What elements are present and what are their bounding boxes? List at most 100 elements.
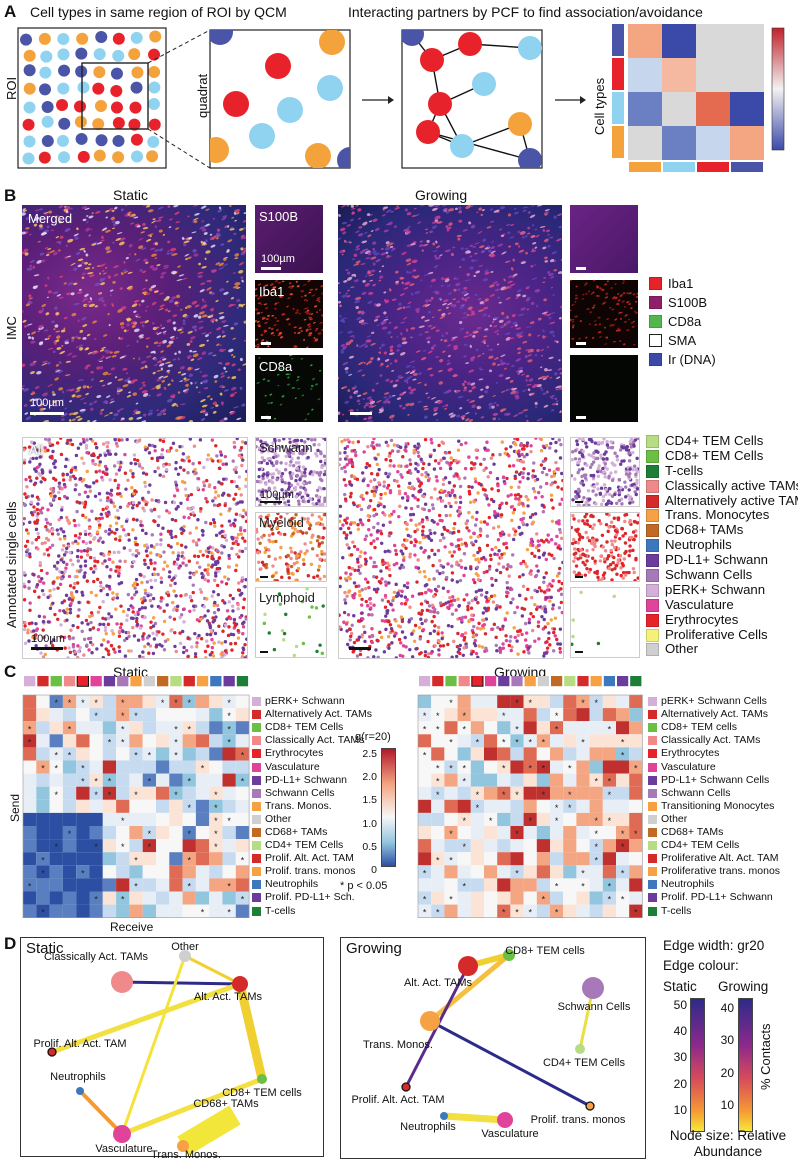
roi-cell xyxy=(131,66,144,79)
cell-legend-item: Classically active TAMs xyxy=(646,478,798,494)
heatmap-cell xyxy=(62,721,77,735)
heatmap-cell xyxy=(563,826,577,840)
static-row-label: Schwann Cells xyxy=(252,787,372,800)
heatmap-cell xyxy=(116,852,130,866)
significance-star: * xyxy=(449,855,453,865)
heatmap-cell xyxy=(484,695,498,709)
iba1-label: Iba1 xyxy=(259,284,285,299)
heatmap-cell xyxy=(182,734,196,748)
heatmap-cell xyxy=(102,773,117,787)
significance-star: * xyxy=(423,751,427,761)
significance-star: * xyxy=(621,829,625,839)
heatmap-col-key xyxy=(617,676,629,687)
imc-legend-text: Ir (DNA) xyxy=(668,352,716,367)
significance-star: * xyxy=(148,829,152,839)
roi-cell xyxy=(22,118,35,131)
growing-row-label: CD8+ TEM cells xyxy=(648,721,780,734)
significance-star: * xyxy=(555,724,559,734)
cell-legend-item: pERK+ Schwann xyxy=(646,582,798,598)
growing-row-label: Schwann Cells xyxy=(648,787,780,800)
heatmap-cell xyxy=(470,708,484,722)
significance-star: * xyxy=(462,816,466,826)
heatmap-col-key xyxy=(498,676,510,687)
heatmap-cell xyxy=(62,734,77,748)
cell-legend-swatch xyxy=(646,628,659,642)
significance-star: * xyxy=(68,724,72,734)
static-row-label: Alternatively Act. TAMs xyxy=(252,708,372,721)
heatmap-cell xyxy=(169,891,183,905)
heatmap-cell xyxy=(235,812,250,826)
heatmap-cell xyxy=(76,695,90,709)
significance-star: * xyxy=(81,764,85,774)
heatmap-cell xyxy=(129,799,143,813)
significance-star: * xyxy=(449,737,453,747)
roi-cell xyxy=(77,81,90,94)
heatmap-cell xyxy=(209,695,223,709)
significance-star: * xyxy=(68,829,72,839)
heatmap-cell xyxy=(142,747,156,761)
cd8a-label: CD8a xyxy=(259,359,293,374)
heatmap-cell xyxy=(523,826,537,840)
significance-star: * xyxy=(634,764,638,774)
heatmap-cell xyxy=(116,747,130,761)
heatmap-cell xyxy=(602,773,616,787)
imc-legend: Iba1 S100B CD8a SMA Ir (DNA) xyxy=(649,274,716,369)
static-row-text: pERK+ Schwann xyxy=(265,695,345,708)
heatmap-cell xyxy=(457,852,471,866)
heatmap-cell xyxy=(62,878,77,892)
significance-star: * xyxy=(94,842,98,852)
heatmap-cell xyxy=(142,904,156,918)
heatmap-cell xyxy=(457,839,471,853)
heatmap-cell xyxy=(182,799,196,813)
static-row-text: Erythrocytes xyxy=(265,747,324,760)
network-node xyxy=(582,977,604,999)
heatmap-cell xyxy=(182,839,196,853)
heatmap-cell xyxy=(457,721,471,735)
heatmap-cell xyxy=(418,826,432,840)
roi-cell xyxy=(95,30,108,43)
heatmap-col-key xyxy=(432,676,444,687)
roi-cell xyxy=(110,101,123,114)
heatmap-cell xyxy=(536,878,550,892)
matrix-cell xyxy=(662,24,696,58)
heatmap-cell xyxy=(23,799,37,813)
heatmap-cell xyxy=(629,852,643,866)
significance-star: * xyxy=(214,842,218,852)
significance-star: * xyxy=(634,908,638,918)
heatmap-cell xyxy=(89,904,103,918)
quadrat-cell xyxy=(317,75,343,101)
heatmap-cell xyxy=(550,826,564,840)
cell-legend-text: CD8+ TEM Cells xyxy=(665,447,764,463)
heatmap-col-key xyxy=(524,676,536,687)
significance-star: * xyxy=(81,777,85,787)
heatmap-cell xyxy=(209,773,223,787)
roi-cell xyxy=(57,151,70,164)
matrix-cell xyxy=(662,126,696,160)
significance-star: * xyxy=(555,816,559,826)
cb-growing-label: Growing xyxy=(718,979,769,994)
heatmap-cell xyxy=(23,760,37,774)
significance-star: * xyxy=(121,737,125,747)
significance-star: * xyxy=(542,790,546,800)
significance-star: * xyxy=(54,698,58,708)
heatmap-cell xyxy=(563,695,577,709)
heatmap-col-key xyxy=(157,676,169,687)
network-node-label: Prolif. Alt. Act. TAM xyxy=(351,1094,444,1106)
heatmap-cell xyxy=(470,904,484,918)
heatmap-cell xyxy=(589,773,603,787)
heatmap-cell xyxy=(235,852,250,866)
significance-star: * xyxy=(121,711,125,721)
significance-star: * xyxy=(81,698,85,708)
heatmap-cell xyxy=(156,760,170,774)
heatmap-cell xyxy=(470,878,484,892)
heatmap-cell xyxy=(129,721,143,735)
heatmap-cell xyxy=(76,799,90,813)
significance-star: * xyxy=(449,829,453,839)
quadrat-cell xyxy=(265,53,291,79)
heatmap-cell xyxy=(222,826,236,840)
heatmap-cell xyxy=(418,760,432,774)
heatmap-cell xyxy=(444,799,458,813)
heatmap-cell xyxy=(142,721,156,735)
heatmap-cell xyxy=(550,760,564,774)
c-colorbar xyxy=(381,748,396,867)
